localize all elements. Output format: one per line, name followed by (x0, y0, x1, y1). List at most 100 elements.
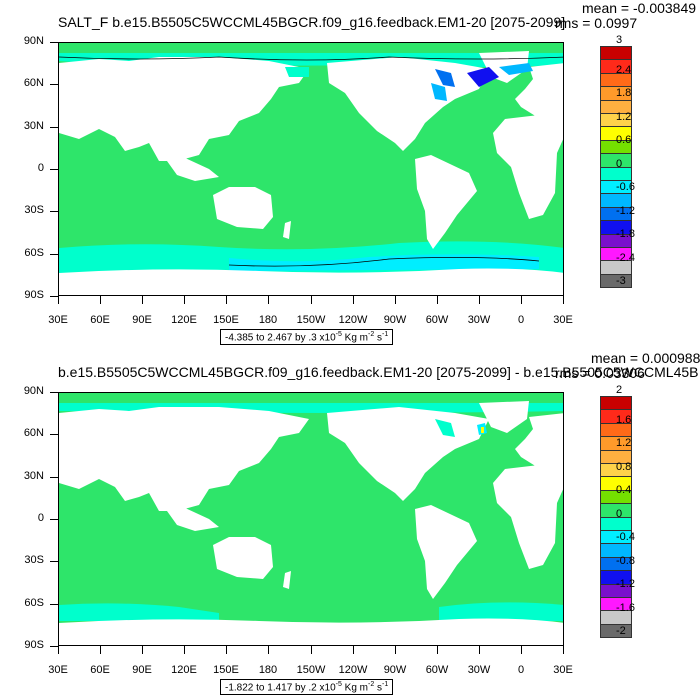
y-tick (50, 392, 58, 393)
southern-contour (228, 257, 540, 267)
south-america (415, 155, 477, 249)
australia (213, 537, 273, 579)
x-tick-label: 90W (383, 314, 407, 326)
colorbar-label: 0.6 (616, 134, 632, 146)
y-tick-label: 60N (23, 427, 44, 439)
southern-ocean-inner-band (229, 254, 539, 271)
x-tick (268, 296, 269, 304)
colorbar (600, 396, 632, 639)
colorbar-label: 0.4 (616, 484, 632, 496)
colorbar-label: -3 (616, 275, 626, 287)
x-tick-label: 0 (517, 314, 525, 326)
labrador-anomaly (435, 69, 455, 87)
colorbar-swatch (600, 396, 632, 411)
x-tick-label: 90E (132, 664, 152, 676)
units-tail: s (374, 332, 383, 344)
y-tick (50, 646, 58, 647)
plot-title: SALT_F b.e15.B5505C5WCCML45BGCR.f09_g16.… (58, 14, 566, 30)
colorbar-label: -1.6 (616, 601, 635, 614)
eurasia-east (59, 407, 309, 511)
y-tick (50, 561, 58, 562)
x-tick (311, 646, 312, 654)
y-tick (50, 434, 58, 435)
x-tick-label: 30E (48, 664, 68, 676)
x-tick (479, 646, 480, 654)
x-tick (521, 646, 522, 654)
colorbar-label: 0 (616, 157, 623, 170)
colorbar-label: 2 (616, 384, 623, 396)
new-zealand (283, 221, 291, 239)
x-tick-label: 60E (90, 314, 110, 326)
units-exponent: -2 (368, 331, 375, 338)
x-tick (353, 296, 354, 304)
x-tick-label: 30E (553, 314, 573, 326)
range-exponent: -5 (335, 681, 342, 688)
south-america (415, 505, 477, 599)
land (59, 401, 563, 645)
x-tick (479, 296, 480, 304)
x-tick (437, 296, 438, 304)
y-tick (50, 296, 58, 297)
colorbar-label: -0.6 (616, 181, 635, 193)
colorbar-label: 1.6 (616, 413, 632, 426)
x-tick-label: 0 (517, 664, 525, 676)
world-map (59, 43, 563, 295)
x-tick-label: 30E (48, 314, 68, 326)
units-text: Kg m (344, 332, 368, 344)
y-tick-label: 60S (24, 597, 44, 609)
colorbar-label: -0.8 (616, 554, 635, 567)
y-tick (50, 84, 58, 85)
x-tick-label: 60W (425, 664, 449, 676)
colorbar-label: -2.4 (616, 251, 635, 264)
x-tick-label: 30W (467, 664, 491, 676)
x-tick (100, 296, 101, 304)
eurasia-east (59, 57, 309, 161)
bottom-map-panel: mean = 0.0009882 rms = 0.03306 b.e15.B55… (0, 350, 700, 700)
x-tick-label: 60W (425, 314, 449, 326)
x-tick (268, 646, 269, 654)
eurasia-west (515, 413, 563, 483)
colorbar-label: -1.2 (616, 204, 635, 217)
colorbar-label: 2.4 (616, 63, 632, 76)
antarctica (59, 618, 563, 645)
colorbar-label: -0.4 (616, 531, 635, 543)
y-tick (50, 211, 58, 212)
x-tick-label: 30E (553, 664, 573, 676)
australia (213, 187, 273, 229)
units-exponent: -2 (368, 681, 375, 688)
labrador-anomaly (435, 419, 455, 437)
y-tick (50, 519, 58, 520)
y-tick-label: 0 (37, 162, 44, 174)
x-tick (437, 646, 438, 654)
x-tick (58, 646, 59, 654)
x-tick (563, 646, 564, 654)
x-tick (58, 296, 59, 304)
x-tick-label: 150W (296, 664, 326, 676)
range-exponent: -5 (335, 331, 342, 338)
hudson-anomaly (431, 83, 447, 101)
range-text: -1.822 to 1.417 by .2 x10 (225, 682, 336, 694)
x-tick-label: 120E (171, 664, 197, 676)
colorbar-swatch (600, 273, 632, 289)
x-tick (142, 296, 143, 304)
y-tick (50, 127, 58, 128)
mean-stat: mean = -0.003849 (582, 0, 697, 16)
y-tick-label: 30N (23, 470, 44, 482)
colorbar-label: 0.8 (616, 460, 632, 473)
x-tick-label: 120E (171, 314, 197, 326)
colorbar-label: 0 (616, 507, 623, 520)
x-tick-label: 90W (383, 664, 407, 676)
x-tick-label: 150E (213, 314, 239, 326)
x-tick (184, 296, 185, 304)
units-tail: s (374, 682, 383, 694)
x-tick (353, 646, 354, 654)
x-tick-label: 120W (338, 664, 368, 676)
bering-anomaly (285, 67, 309, 77)
y-tick-label: 90N (23, 385, 44, 397)
mean-stat: mean = 0.0009882 (591, 350, 700, 366)
units-text: Kg m (344, 682, 368, 694)
greenland (479, 401, 529, 433)
maritime-continent (167, 157, 219, 181)
colorbar-swatch (600, 46, 632, 61)
y-tick (50, 254, 58, 255)
